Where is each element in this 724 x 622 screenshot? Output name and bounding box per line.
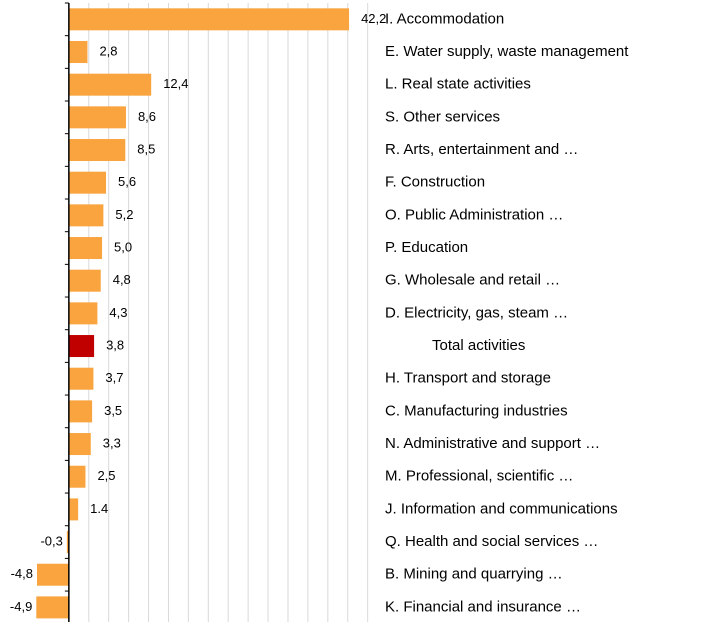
value-label: 3,7 [105,370,123,385]
value-label: 8,6 [138,109,156,124]
value-label: 3,3 [103,435,121,450]
value-label: 5,6 [118,174,136,189]
bar [68,237,103,260]
value-label: 4,3 [109,305,127,320]
category-label: Q. Health and social services … [385,533,598,550]
bar [68,73,152,96]
value-label: 12,4 [163,76,188,91]
category-label: P. Education [385,239,468,256]
value-label: 1.4 [90,501,108,516]
category-label: C. Manufacturing industries [385,402,568,419]
category-label: I. Accommodation [385,10,504,27]
category-label: M. Professional, scientific … [385,468,573,485]
bar [68,8,350,31]
value-label: 2,8 [99,43,117,58]
bar [66,531,69,554]
category-label: F. Construction [385,174,485,191]
bar [68,269,101,292]
value-label: 4,8 [113,272,131,287]
category-label: R. Arts, entertainment and … [385,141,578,158]
bar [36,596,69,619]
category-label: J. Information and communications [385,500,618,517]
category-label: H. Transport and storage [385,370,551,387]
bar [68,335,95,358]
bar [68,498,79,521]
value-label: 3,5 [104,403,122,418]
bar [68,465,86,488]
value-label: 2,5 [97,468,115,483]
category-label: D. Electricity, gas, steam … [385,304,568,321]
value-label: 8,5 [137,141,155,156]
value-label: -4,9 [10,599,32,614]
category-label: K. Financial and insurance … [385,598,581,615]
bar [68,41,88,64]
bar [68,400,93,423]
bar [68,367,94,390]
category-label: L. Real state activities [385,76,531,93]
bar [68,139,126,162]
value-label: -4,8 [11,566,33,581]
category-label: G. Wholesale and retail … [385,272,560,289]
value-label: 5,0 [114,239,132,254]
value-label: 3,8 [106,337,124,352]
bar [68,106,126,129]
bar [68,302,98,325]
value-label: 42,2 [361,11,386,26]
value-label: -0,3 [40,533,62,548]
category-label: E. Water supply, waste management [385,43,629,60]
category-label: Total activities [432,337,525,354]
bar [68,433,91,456]
bar [36,563,69,586]
category-label: S. Other services [385,108,500,125]
category-label: O. Public Administration … [385,206,563,223]
bar [68,204,104,227]
category-label: N. Administrative and support … [385,435,600,452]
bar [68,171,107,194]
value-label: 5,2 [115,207,133,222]
category-label: B. Mining and quarrying … [385,566,563,583]
